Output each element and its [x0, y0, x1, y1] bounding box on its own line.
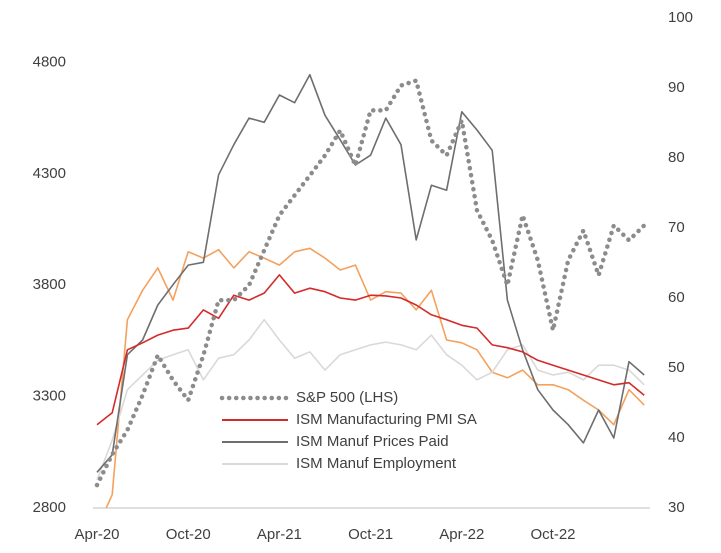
x-tick-label: Oct-22 — [530, 526, 575, 543]
y2-tick-label: 90 — [668, 79, 685, 96]
y-tick-label: 4800 — [33, 54, 66, 71]
series-line — [96, 274, 645, 426]
y2-tick-label: 30 — [668, 499, 685, 516]
x-tick-label: Apr-20 — [74, 526, 119, 543]
y2-tick-label: 50 — [668, 359, 685, 376]
x-tick-label: Apr-21 — [257, 526, 302, 543]
y2-tick-label: 70 — [668, 219, 685, 236]
series-line — [96, 73, 645, 473]
y-tick-label: 3800 — [33, 276, 66, 293]
series-line — [96, 318, 645, 481]
series-line — [105, 247, 645, 508]
y2-tick-label: 40 — [668, 429, 685, 446]
legend-label: ISM Manuf Employment — [296, 455, 457, 472]
x-tick-label: Oct-21 — [348, 526, 393, 543]
legend-label: ISM Manuf Prices Paid — [296, 433, 449, 450]
legend-label: ISM Manufacturing PMI SA — [296, 411, 477, 428]
y-tick-label: 2800 — [33, 499, 66, 516]
legend-label: S&P 500 (LHS) — [296, 389, 398, 406]
plot-area — [94, 73, 647, 508]
y-tick-label: 4300 — [33, 165, 66, 182]
series-line — [94, 78, 647, 488]
x-tick-label: Apr-22 — [439, 526, 484, 543]
y2-tick-label: 80 — [668, 149, 685, 166]
y2-tick-label: 100 — [668, 9, 693, 26]
y2-tick-label: 60 — [668, 289, 685, 306]
y-tick-label: 3300 — [33, 388, 66, 405]
x-tick-label: Oct-20 — [166, 526, 211, 543]
